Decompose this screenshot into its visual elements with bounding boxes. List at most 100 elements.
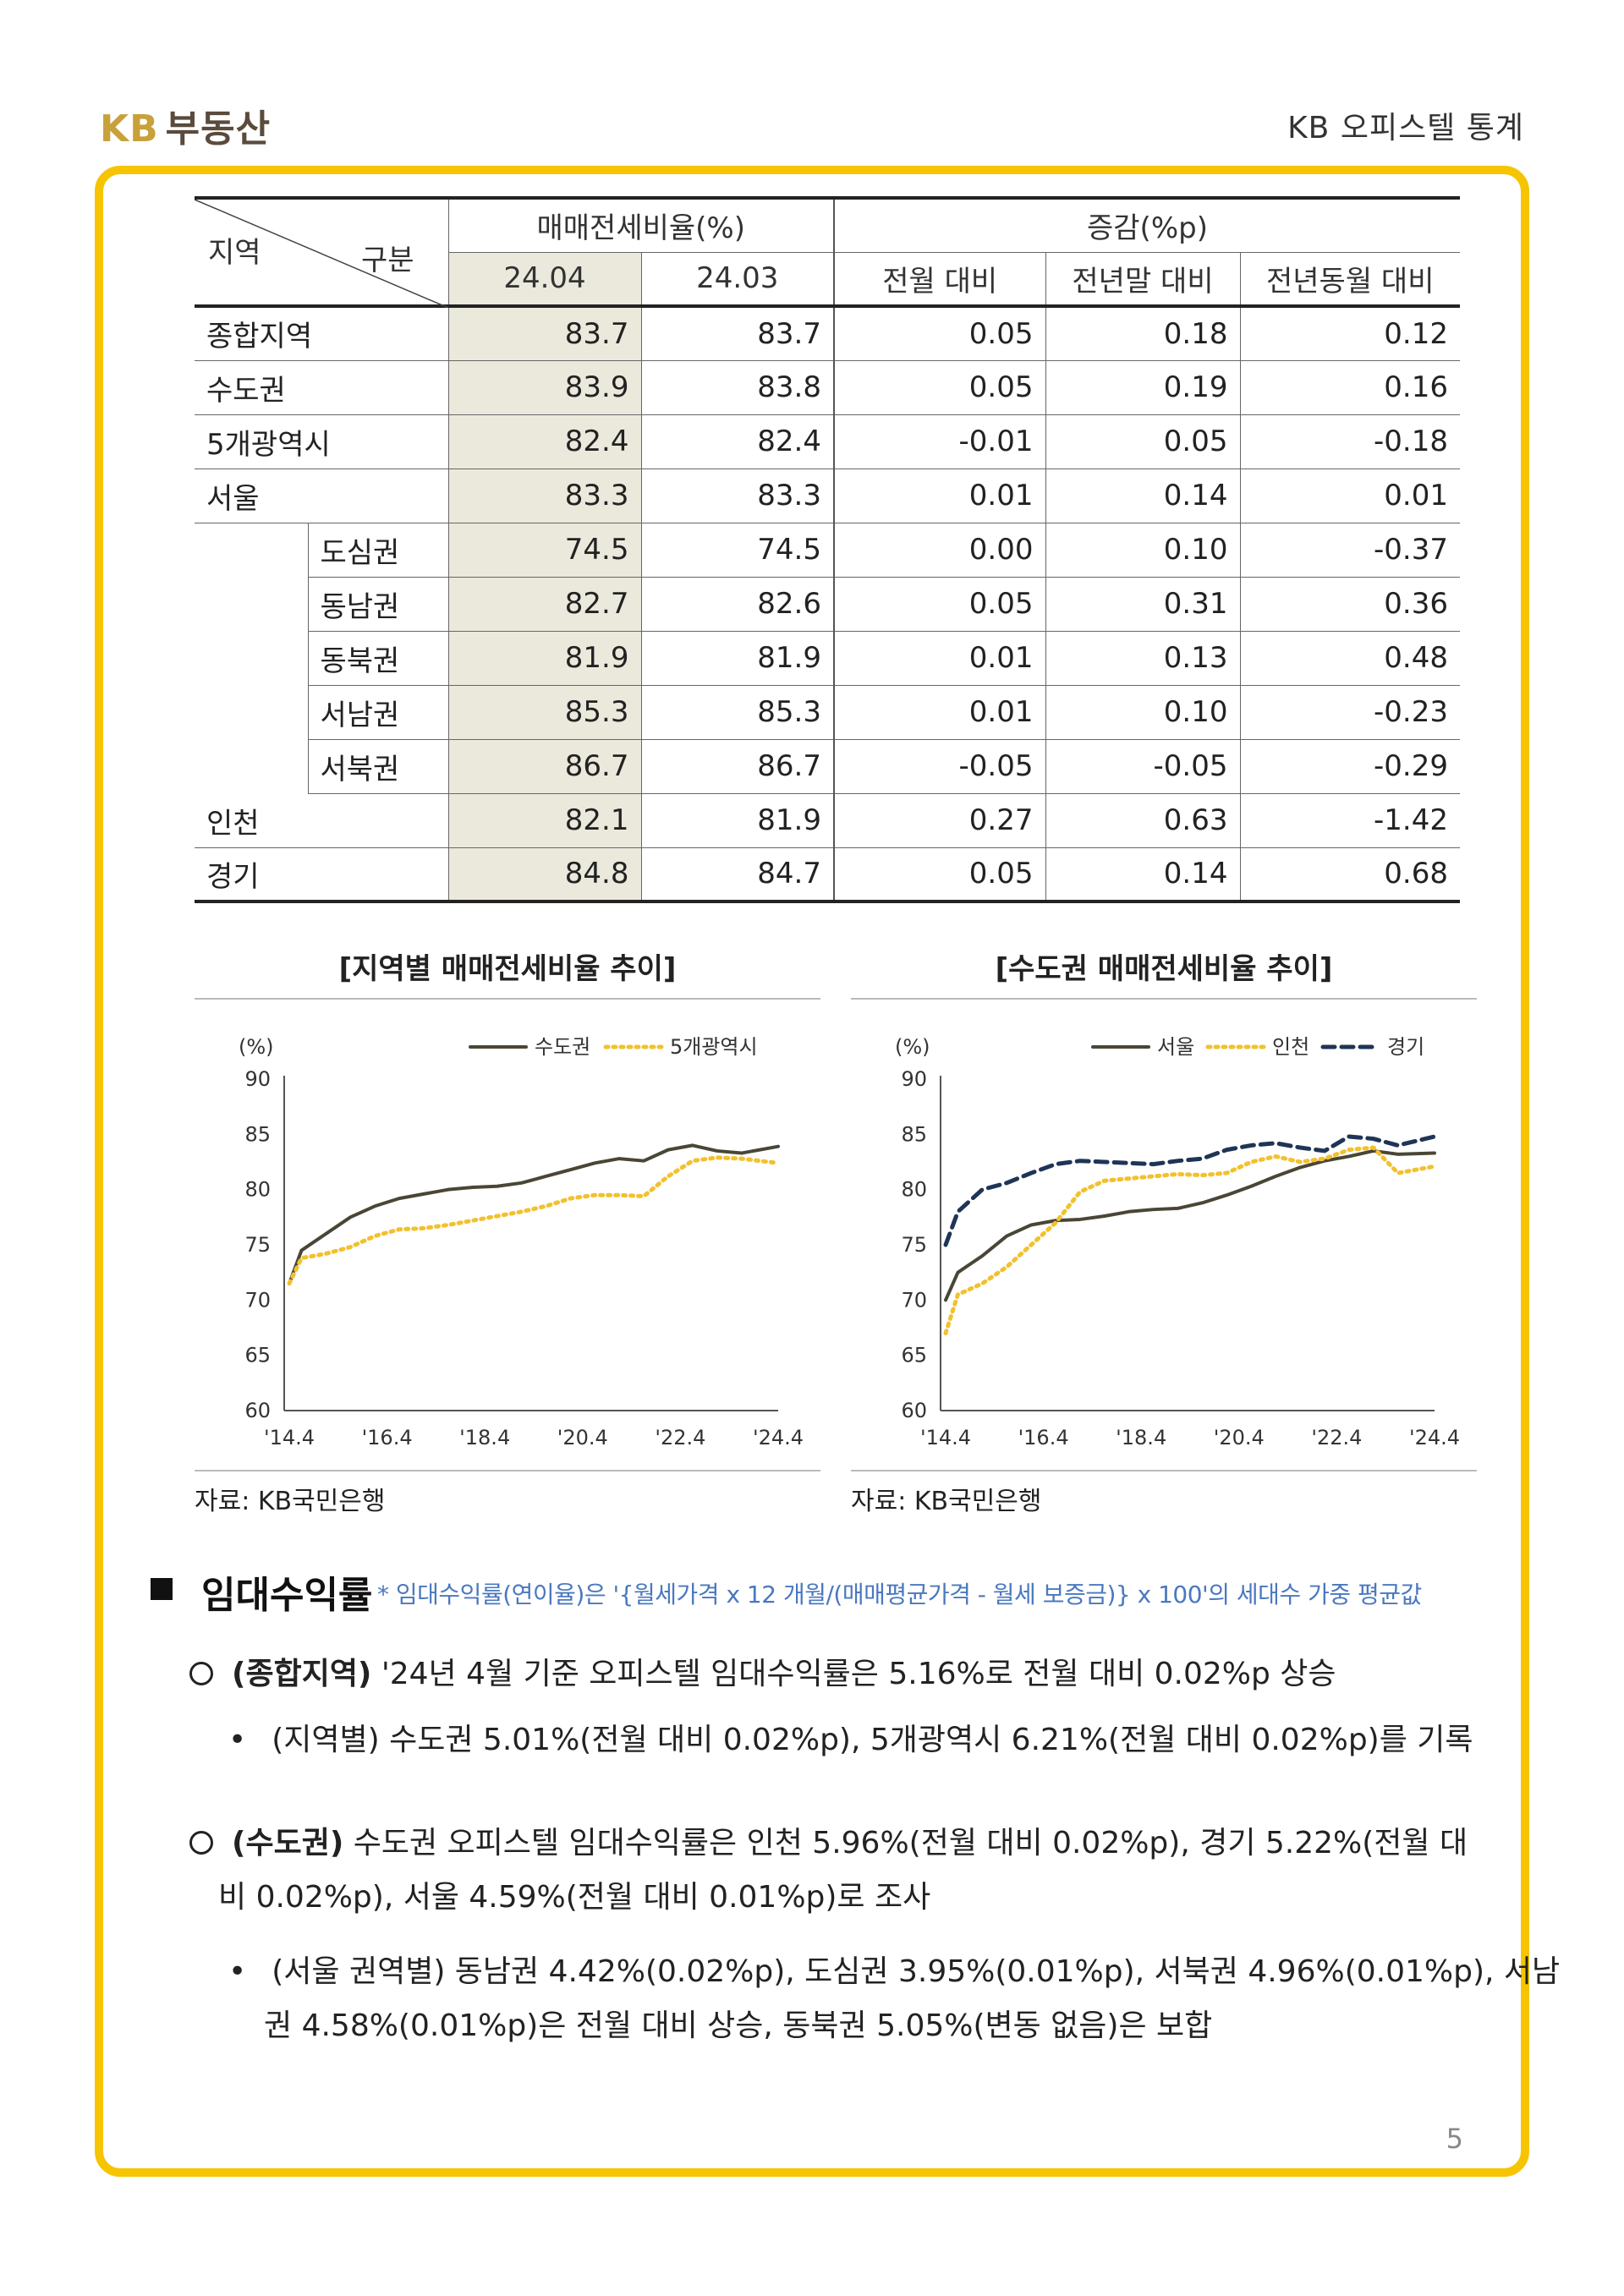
- table-row: 도심권 74.5 74.5 0.00 0.10 -0.37: [195, 523, 1460, 578]
- value-cell: 82.7: [447, 577, 641, 632]
- table-row: 수도권 83.9 83.8 0.05 0.19 0.16: [195, 360, 1460, 415]
- y-axis-unit: (%): [239, 1035, 274, 1059]
- group-header-change: 증감(%p): [833, 196, 1460, 253]
- y-tick-label: 60: [244, 1399, 271, 1422]
- value-cell: -0.37: [1239, 523, 1460, 578]
- y-tick-label: 80: [244, 1178, 271, 1202]
- y-tick-label: 85: [244, 1122, 271, 1146]
- table-row: 5개광역시 82.4 82.4 -0.01 0.05 -0.18: [195, 414, 1460, 469]
- dot-bullet-icon: •: [228, 1723, 247, 1757]
- y-tick-label: 70: [901, 1288, 927, 1312]
- value-cell: -0.05: [833, 739, 1045, 794]
- value-cell: 0.16: [1239, 360, 1460, 415]
- value-cell: 82.4: [640, 414, 834, 469]
- region-label: 경기: [195, 847, 448, 903]
- para-bold: (종합지역): [232, 1657, 372, 1691]
- value-cell: 82.4: [447, 414, 641, 469]
- ratio-table: 지역 구분 매매전세비율(%) 증감(%p) 24.04 24.03 전월 대비 전년…: [195, 196, 1460, 903]
- x-tick-label: '14.4: [264, 1426, 315, 1449]
- subpoint-text: (지역별) 수도권 5.01%(전월 대비 0.02%p), 5개광역시 6.2…: [272, 1723, 1473, 1757]
- value-cell: 0.48: [1239, 631, 1460, 686]
- value-cell: 83.7: [640, 306, 834, 361]
- legend-label: 경기: [1387, 1035, 1424, 1059]
- value-cell: 0.01: [833, 469, 1045, 523]
- table-row: 종합지역 83.7 83.7 0.05 0.18 0.12: [195, 306, 1460, 361]
- region-label: 5개광역시: [195, 414, 448, 469]
- value-cell: -0.05: [1045, 739, 1240, 794]
- value-cell: 84.7: [640, 847, 834, 903]
- value-cell: 0.13: [1045, 631, 1240, 686]
- value-cell: 85.3: [447, 685, 641, 740]
- value-cell: 0.10: [1045, 523, 1240, 578]
- region-blank: [195, 685, 308, 739]
- logo-kb: KB: [100, 107, 159, 151]
- subpoint-regional: • (지역별) 수도권 5.01%(전월 대비 0.02%p), 5개광역시 6.…: [228, 1713, 1473, 1767]
- circle-bullet-icon: [189, 1662, 213, 1685]
- circle-bullet-icon: [189, 1831, 213, 1855]
- value-cell: -0.18: [1239, 414, 1460, 469]
- subregion-label: 서북권: [307, 739, 448, 794]
- region-blank: [195, 523, 308, 577]
- y-axis-unit: (%): [895, 1035, 930, 1059]
- corner-left-label: 지역: [208, 236, 261, 270]
- page-header: KB 부동산 KB 오피스텔 통계: [95, 98, 1529, 157]
- legend-label: 5개광역시: [670, 1035, 758, 1059]
- y-tick-label: 90: [901, 1067, 927, 1091]
- subheader-3: 전년말 대비: [1045, 252, 1240, 308]
- table-row: 서남권 85.3 85.3 0.01 0.10 -0.23: [195, 685, 1460, 740]
- value-cell: -0.01: [833, 414, 1045, 469]
- x-tick-label: '20.4: [1214, 1426, 1265, 1449]
- subheader-0: 24.04: [447, 252, 641, 308]
- subpoint-seoul: • (서울 권역별) 동남권 4.42%(0.02%p), 도심권 3.95%(0…: [228, 1945, 1560, 2053]
- value-cell: 0.01: [1239, 469, 1460, 523]
- region-label: 종합지역: [195, 306, 448, 361]
- paragraph-capital: (수도권) 수도권 오피스텔 임대수익률은 인천 5.96%(전월 대비 0.0…: [189, 1817, 1468, 1925]
- subheader-1: 24.03: [640, 252, 834, 308]
- x-tick-label: '18.4: [1116, 1426, 1166, 1449]
- value-cell: 86.7: [447, 739, 641, 794]
- chart-plot: (%) 90 85 80 75 70 65 60 '14.4 '16.4 '18.4 '20.4 '22…: [895, 1035, 1460, 1449]
- series-line-0: [944, 1148, 1436, 1302]
- chart-source: 자료: KB국민은행: [195, 1470, 820, 1517]
- value-cell: 0.05: [833, 577, 1045, 632]
- value-cell: 0.05: [833, 360, 1045, 415]
- legend-label: 인천: [1272, 1035, 1309, 1059]
- kb-logo: KB 부동산: [100, 98, 271, 152]
- corner-right-label: 구분: [360, 244, 414, 277]
- value-cell: 85.3: [640, 685, 834, 740]
- square-bullet-icon: [151, 1578, 173, 1600]
- chart-title: [수도권 매매전세비율 추이]: [851, 945, 1477, 1000]
- logo-text: 부동산: [165, 107, 272, 151]
- content-frame: [95, 166, 1529, 2177]
- x-tick-label: '24.4: [1409, 1426, 1460, 1449]
- table-row: 서울 83.3 83.3 0.01 0.14 0.01: [195, 469, 1460, 523]
- paragraph-total: (종합지역) '24년 4월 기준 오피스텔 임대수익률은 5.16%로 전월 …: [189, 1647, 1336, 1701]
- value-cell: 0.68: [1239, 847, 1460, 903]
- dot-bullet-icon: •: [228, 1954, 247, 1989]
- value-cell: 0.05: [1045, 414, 1240, 469]
- series-line-1: [943, 1145, 1437, 1336]
- subregion-label: 도심권: [307, 523, 448, 578]
- page-number: 5: [1446, 2123, 1463, 2155]
- value-cell: 0.27: [833, 793, 1045, 848]
- x-tick-label: '22.4: [1311, 1426, 1362, 1449]
- value-cell: 86.7: [640, 739, 834, 794]
- chart-title: [지역별 매매전세비율 추이]: [195, 945, 820, 1000]
- table-row: 인천 82.1 81.9 0.27 0.63 -1.42: [195, 793, 1460, 848]
- y-tick-label: 65: [901, 1344, 927, 1367]
- value-cell: 0.01: [833, 685, 1045, 740]
- y-tick-label: 70: [244, 1288, 271, 1312]
- legend-label: 서울: [1157, 1035, 1194, 1059]
- value-cell: 84.8: [447, 847, 641, 903]
- para-text-cont: 비 0.02%p), 서울 4.59%(전월 대비 0.01%p)로 조사: [218, 1880, 931, 1915]
- chart-source: 자료: KB국민은행: [851, 1470, 1477, 1517]
- para-text: 수도권 오피스텔 임대수익률은 인천 5.96%(전월 대비 0.02%p), …: [343, 1826, 1468, 1860]
- y-tick-label: 75: [901, 1233, 927, 1257]
- value-cell: 0.31: [1045, 577, 1240, 632]
- value-cell: 83.3: [640, 469, 834, 523]
- para-bold: (수도권): [232, 1826, 344, 1860]
- value-cell: 82.1: [447, 793, 641, 848]
- value-cell: 0.14: [1045, 847, 1240, 903]
- subheader-2: 전월 대비: [833, 252, 1045, 308]
- value-cell: 0.14: [1045, 469, 1240, 523]
